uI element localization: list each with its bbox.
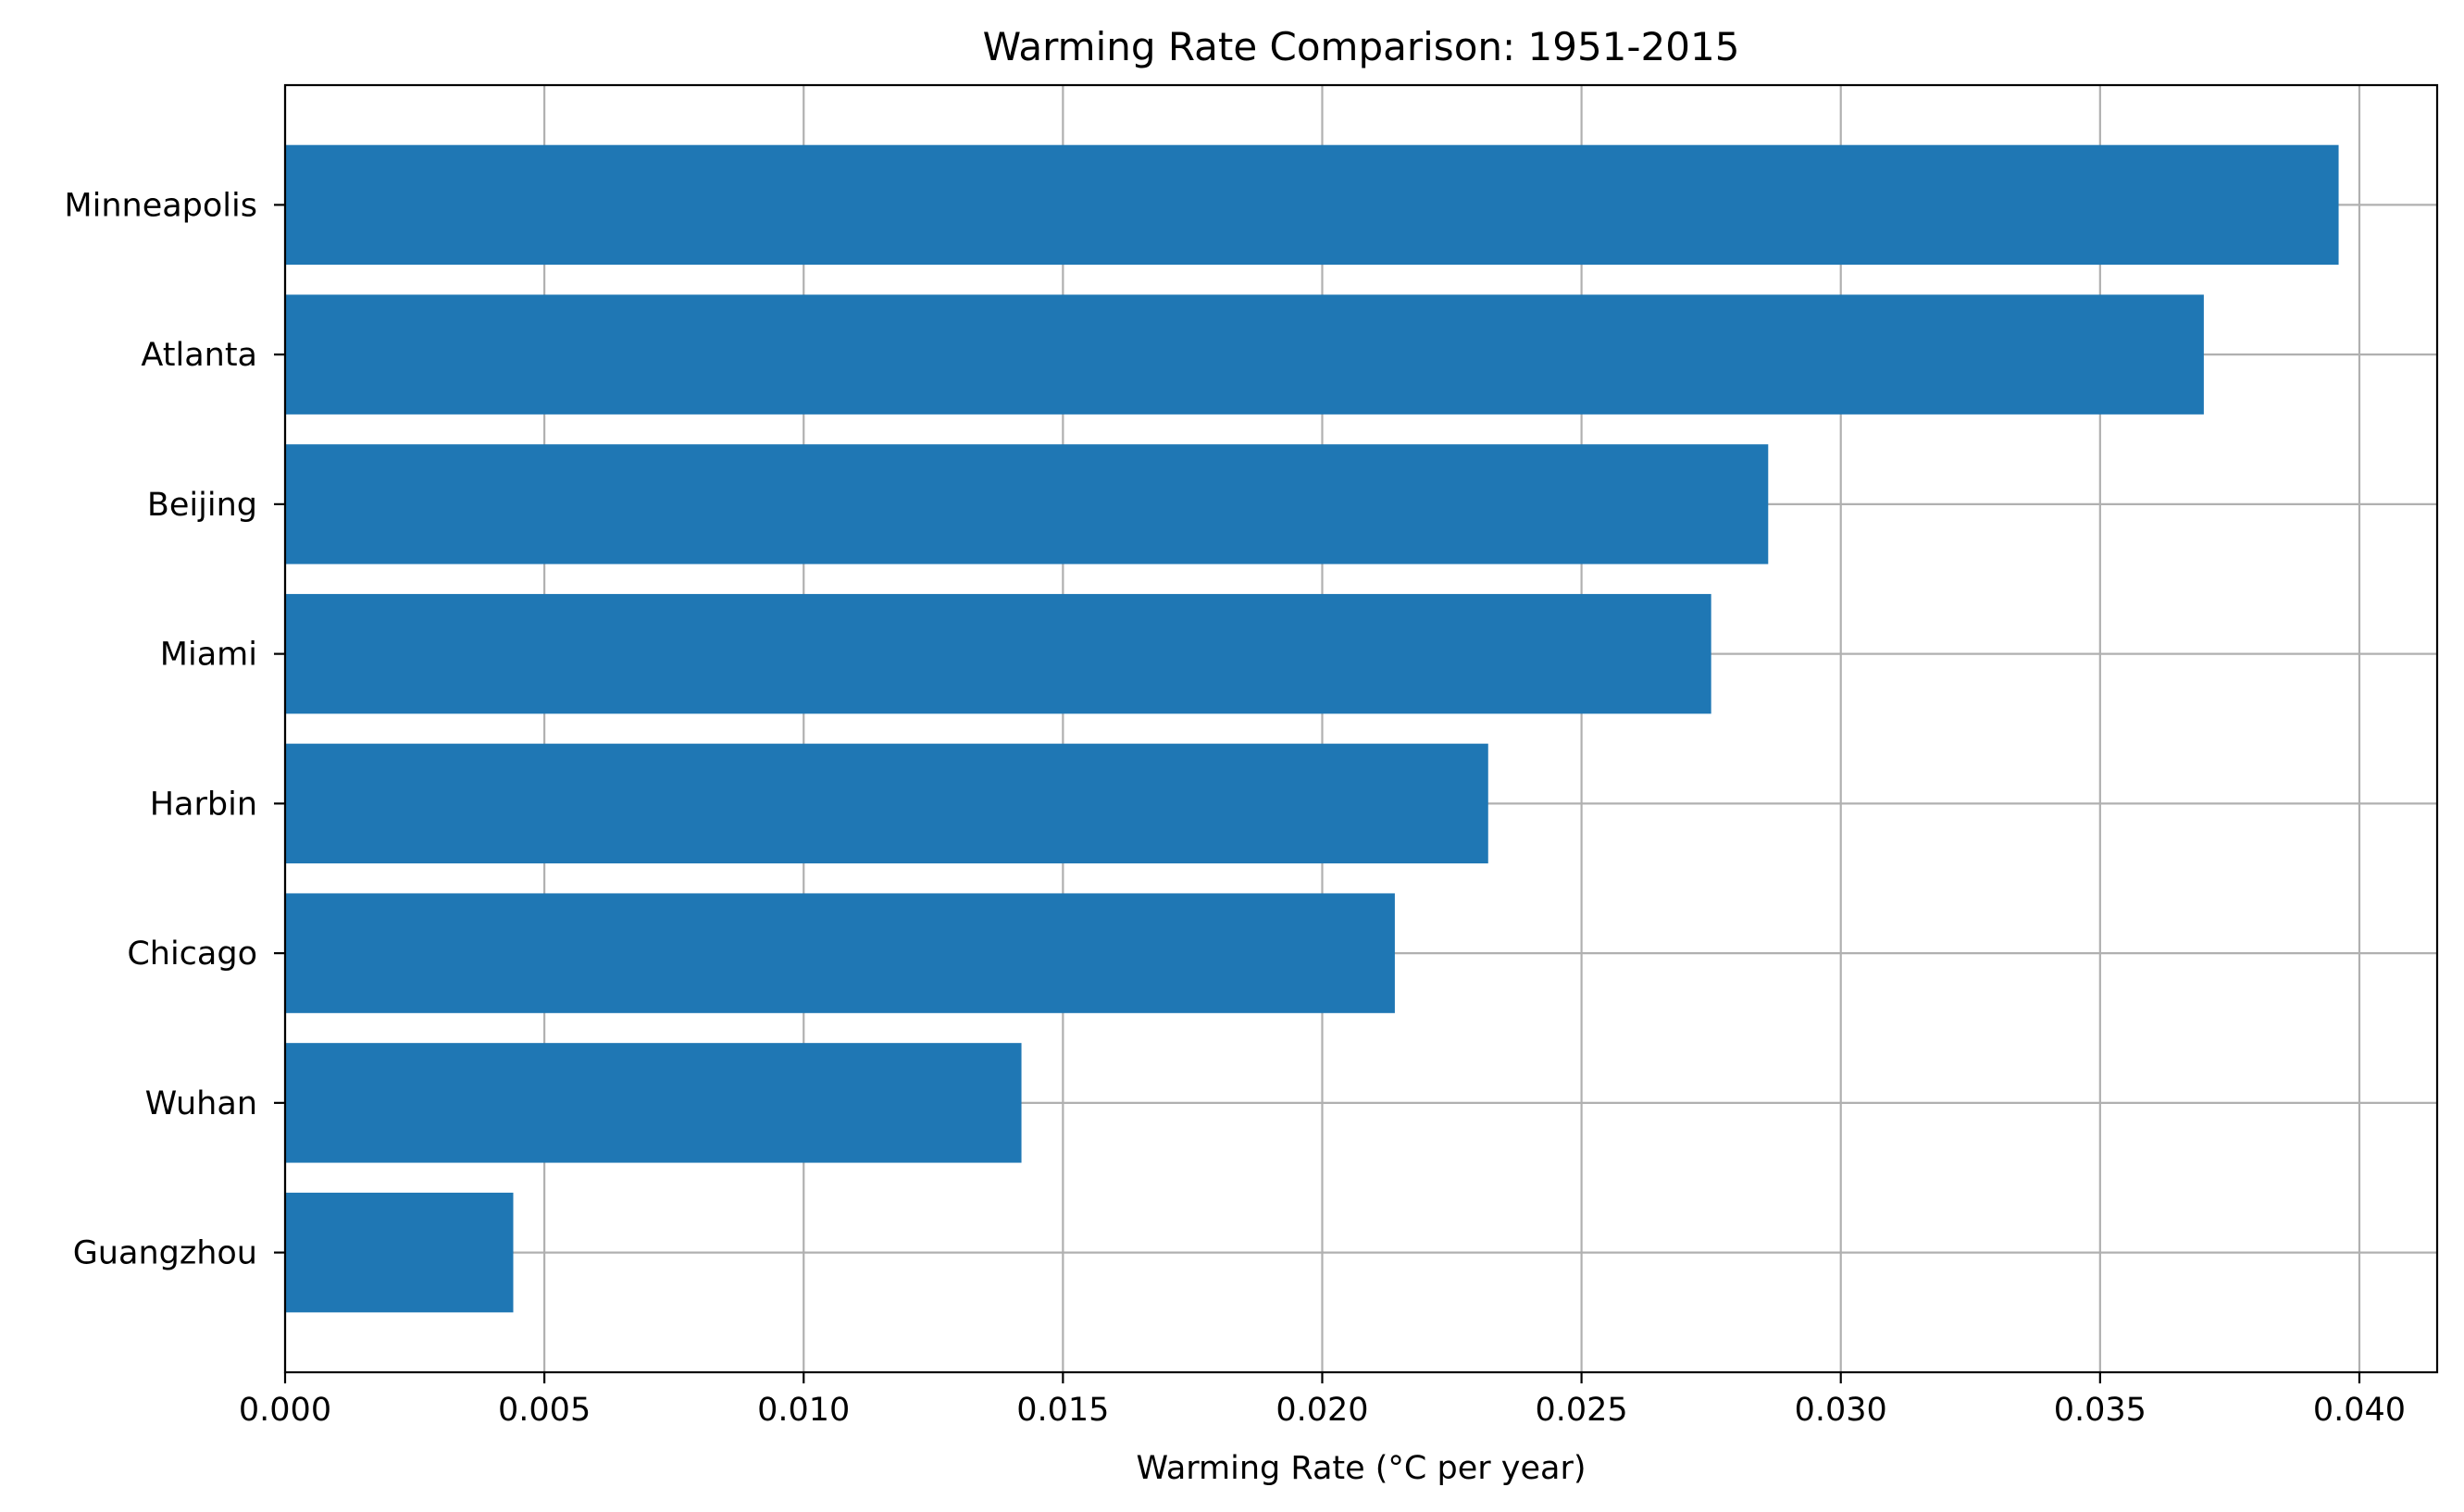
y-tick-label: Guangzhou — [73, 1235, 257, 1272]
x-tick-label: 0.035 — [2054, 1392, 2147, 1429]
x-tick-label: 0.015 — [1016, 1392, 1109, 1429]
chart-title: Warming Rate Comparison: 1951-2015 — [983, 24, 1740, 69]
y-tick-label: Beijing — [147, 487, 257, 524]
x-tick-label: 0.020 — [1276, 1392, 1368, 1429]
bar-wuhan — [285, 1043, 1022, 1163]
x-tick-label: 0.025 — [1536, 1392, 1628, 1429]
x-tick-label: 0.010 — [757, 1392, 850, 1429]
y-tick-label: Harbin — [150, 786, 257, 823]
plot-frame — [283, 83, 2439, 1374]
bar-minneapolis — [285, 144, 2339, 266]
bar-miami — [285, 593, 1711, 714]
bar-chicago — [285, 893, 1395, 1013]
y-tick-label: Wuhan — [145, 1085, 257, 1122]
y-tick-label: Atlanta — [141, 337, 257, 374]
y-tick-label: Miami — [160, 637, 257, 674]
y-tick-label: Minneapolis — [64, 187, 257, 224]
bars — [285, 144, 2339, 1313]
bar-atlanta — [285, 294, 2204, 415]
bar-harbin — [285, 743, 1488, 864]
x-tick-label: 0.000 — [239, 1392, 331, 1429]
bar-beijing — [285, 444, 1769, 564]
ticks: 0.000 0.005 0.010 0.015 0.020 0.025 0.030 0.035… — [64, 187, 2406, 1429]
x-tick-label: 0.040 — [2313, 1392, 2406, 1429]
x-axis-label: Warming Rate (°C per year) — [1136, 1450, 1586, 1487]
bar-guangzhou — [285, 1192, 514, 1313]
x-tick-label: 0.005 — [498, 1392, 591, 1429]
x-tick-label: 0.030 — [1795, 1392, 1887, 1429]
y-tick-label: Chicago — [127, 936, 257, 973]
